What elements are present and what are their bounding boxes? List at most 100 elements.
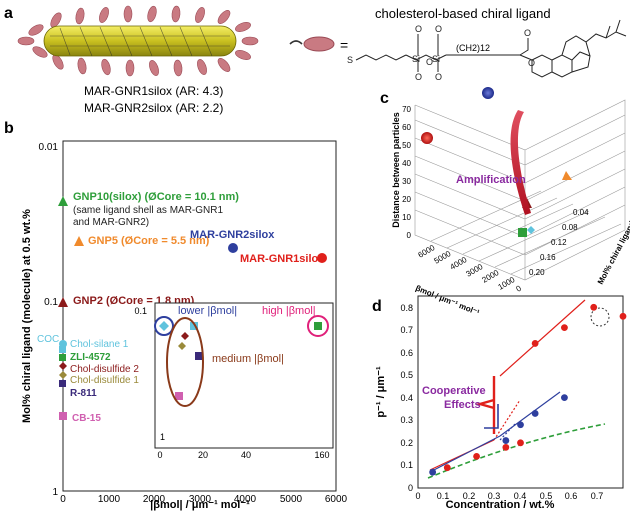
inset-medium-ellipse <box>166 317 204 407</box>
panel-c-z-tick: 50 <box>402 141 411 150</box>
cooperative-arrow <box>475 376 496 434</box>
amplification-arrow <box>510 110 531 215</box>
panel-b-x-ticks: 0 1000 2000 3000 4000 5000 6000 <box>60 494 347 505</box>
panel-c-y-ticks: 0.04 0.08 0.12 0.16 0.20 <box>529 208 589 277</box>
label-disulfide2: Chol-disulfide 2 <box>70 364 139 375</box>
label-gnr2: MAR-GNR2silox <box>190 229 275 241</box>
label-silane: Chol-silane 1 <box>70 339 129 350</box>
panel-c-y-tick: 0.12 <box>551 238 567 247</box>
panel-c-z-tick: 60 <box>402 123 411 132</box>
panel-d-fit-lines <box>427 299 606 479</box>
panel-b-x-tick: 5000 <box>280 494 303 505</box>
panel-d-y-tick: 0.6 <box>400 348 413 358</box>
marker-zli <box>59 354 66 361</box>
panel-c-z-tick: 10 <box>402 213 411 222</box>
ligand-title: cholesterol-based chiral ligand <box>375 6 551 21</box>
green-dashed-curve <box>427 423 606 479</box>
marker-gnp2 <box>58 297 68 307</box>
panel-b-x-tick: 2000 <box>143 494 166 505</box>
label-cb15: CB-15 <box>72 413 101 424</box>
marker-cb15 <box>59 412 67 420</box>
panel-c-x-axis-label: βmol / μm⁻¹ mol⁻¹ <box>414 284 481 318</box>
nanorod-illustration <box>17 5 259 77</box>
label-zli: ZLI-4572 <box>70 352 111 363</box>
label-coc: COC <box>37 334 59 345</box>
inset-x-tick: 160 <box>314 450 329 460</box>
panel-d-point-red <box>473 452 480 460</box>
blue-fit-low <box>429 435 501 473</box>
panel-b-y-axis-label: Mol% chiral ligand (molecule) at 0.5 wt.… <box>21 209 33 423</box>
label-r811: R-811 <box>70 388 97 399</box>
svg-text:O: O <box>415 72 422 82</box>
inset-x-ticks: 0 20 40 160 <box>157 450 329 460</box>
panel-c-chart: 0 10 20 30 40 50 60 70 Distance between … <box>391 87 630 317</box>
red-fit-high <box>499 299 586 377</box>
caption-gnr2: MAR-GNR2silox (AR: 2.2) <box>84 101 223 115</box>
inset-marker <box>181 332 189 340</box>
inset-lower-label: lower |βmol| <box>178 305 237 317</box>
panel-b-x-tick: 0 <box>60 494 66 505</box>
nanorod-surface-lines <box>50 26 230 57</box>
panel-c-zli-marker <box>518 228 527 237</box>
inset-x-tick: 40 <box>241 450 251 460</box>
panel-c-z-tick: 40 <box>402 159 411 168</box>
inset-x-tick: 0 <box>157 450 162 460</box>
panel-label-d: d <box>372 298 382 315</box>
marker-r811 <box>59 380 66 387</box>
amplification-label: Amplification <box>456 174 526 186</box>
inset-high-label: high |βmol| <box>262 305 316 317</box>
panel-b-y-ticks: 0.01 0.1 1 <box>39 142 59 498</box>
inset-frame <box>154 302 334 449</box>
panel-d-y-tick: 0.7 <box>400 325 413 335</box>
svg-text:Si: Si <box>432 54 440 64</box>
panel-d-point-red <box>531 340 539 347</box>
panel-d-x-tick: 0.7 <box>591 491 604 501</box>
panel-b-y-tick: 0.01 <box>39 142 59 153</box>
cooperative-label-1: Cooperative <box>422 385 486 397</box>
panel-d-point-blue <box>531 410 539 417</box>
marker-silane <box>59 346 66 353</box>
panel-d-y-tick: 0.4 <box>400 393 413 403</box>
marker-disulfide1 <box>59 371 67 379</box>
panel-c-gnp5-marker <box>562 171 572 180</box>
panel-d-point-red <box>590 303 598 311</box>
panel-b-x-tick: 4000 <box>234 494 257 505</box>
panel-c-y-tick: 0.20 <box>529 268 545 277</box>
blue-fit-high <box>499 391 561 437</box>
panel-b-y-tick: 1 <box>52 487 58 498</box>
panel-c-x-tick: 1000 <box>497 275 517 292</box>
panel-b-plot-frame <box>62 140 337 492</box>
panel-d-point-red <box>517 439 524 447</box>
inset-marker <box>195 352 203 360</box>
marker-gnr1 <box>317 253 327 263</box>
label-gnr1: MAR-GNR1silox <box>240 253 325 265</box>
ligand-ellipse-icon <box>303 36 335 52</box>
panel-b-x-tick: 6000 <box>325 494 348 505</box>
label-gnp5: GNP5 (ØCore = 5.5 nm) <box>88 235 210 247</box>
panel-d-point-red <box>619 312 627 320</box>
ligand-structure <box>355 19 627 78</box>
panel-d-x-tick: 0.5 <box>540 491 553 501</box>
panel-d-points <box>429 303 627 476</box>
svg-text:O: O <box>528 58 535 68</box>
panel-d-point-blue <box>517 421 524 429</box>
panel-d-point-red <box>561 324 568 332</box>
panel-label-c: c <box>380 90 389 107</box>
label-gnp10: GNP10(silox) (ØCore = 10.1 nm) <box>73 191 239 203</box>
panel-c-z-tick: 70 <box>402 105 411 114</box>
panel-d-x-tick: 0.3 <box>488 491 501 501</box>
cooperative-label-2: Effects <box>444 399 481 411</box>
outlier-circle <box>590 307 610 327</box>
svg-text:Si: Si <box>412 54 420 64</box>
inset-y-tick-bottom: 1 <box>160 432 165 442</box>
panel-d-point-red <box>443 464 451 472</box>
panel-c-gnr1-ball <box>421 132 433 144</box>
panel-c-silane-marker <box>527 226 535 234</box>
svg-text:O: O <box>524 28 531 38</box>
panel-d-x-ticks: 0 0.1 0.2 0.3 0.4 0.5 0.6 0.7 <box>415 491 603 501</box>
inset-medium-label: medium |βmol| <box>212 353 284 365</box>
panel-c-z-tick: 20 <box>402 195 411 204</box>
panel-b-chart: Mol% chiral ligand (molecule) at 0.5 wt.… <box>21 140 348 511</box>
label-disulfide1: Chol-disulfide 1 <box>70 375 139 386</box>
panel-d-point-blue <box>502 437 510 444</box>
